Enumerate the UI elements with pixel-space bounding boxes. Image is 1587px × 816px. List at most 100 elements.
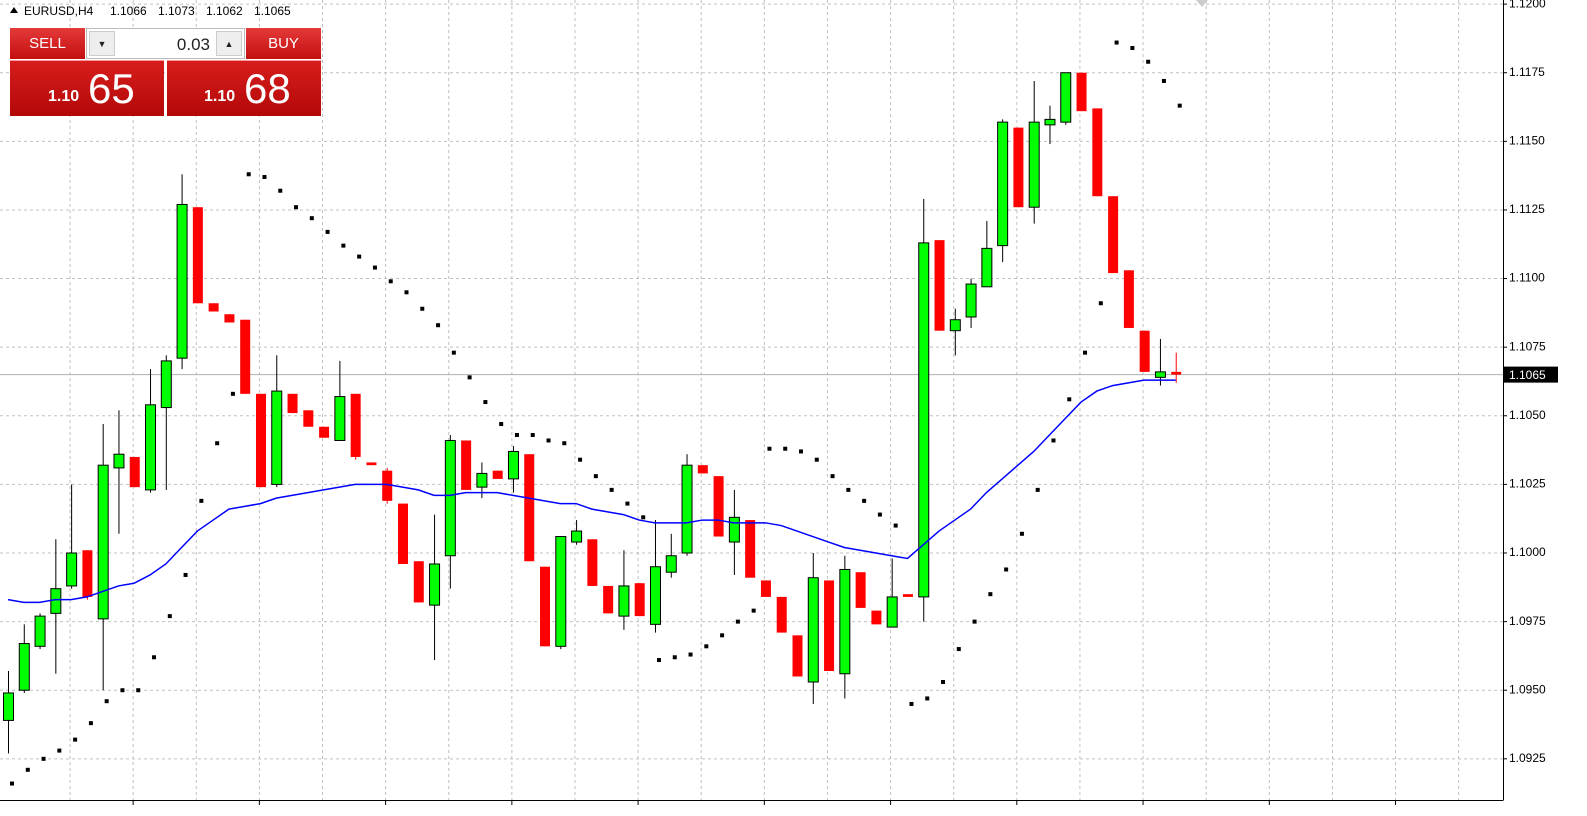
sar-dot bbox=[25, 767, 30, 772]
candle-body bbox=[760, 580, 771, 597]
sar-dot bbox=[893, 523, 898, 528]
y-tick-label: 1.0925 bbox=[1509, 751, 1546, 765]
sar-dot bbox=[436, 323, 441, 328]
candle-body bbox=[649, 566, 661, 625]
candle-body bbox=[192, 207, 203, 304]
last-price-label: 1.1065 bbox=[1509, 368, 1546, 382]
sar-dot bbox=[73, 737, 78, 742]
sar-dot bbox=[136, 688, 141, 693]
y-tick-label: 1.1025 bbox=[1509, 477, 1546, 491]
lot-box[interactable]: ▼ 0.03 ▲ bbox=[86, 28, 245, 59]
candle-body bbox=[618, 585, 630, 617]
sar-dot bbox=[1161, 78, 1166, 83]
lot-down[interactable]: ▼ bbox=[89, 31, 115, 56]
sar-dot bbox=[1019, 531, 1024, 536]
sar-dot bbox=[877, 512, 882, 517]
sar-dot bbox=[294, 205, 299, 210]
sar-dot bbox=[325, 229, 330, 234]
y-tick-label: 1.1050 bbox=[1509, 408, 1546, 422]
candle-body bbox=[129, 456, 140, 488]
sar-dot bbox=[593, 474, 598, 479]
sar-dot bbox=[309, 216, 314, 221]
candle-body bbox=[429, 563, 441, 606]
sar-dot bbox=[751, 608, 756, 613]
candle-body bbox=[981, 247, 993, 288]
sar-dot bbox=[514, 432, 519, 437]
candle-body bbox=[18, 643, 30, 691]
candle-body bbox=[697, 465, 708, 474]
sar-dot bbox=[656, 658, 661, 663]
symbol-title: EURUSD,H4 bbox=[24, 4, 94, 18]
candle-body bbox=[271, 390, 283, 485]
sar-dot bbox=[814, 457, 819, 462]
candle-body bbox=[934, 240, 945, 331]
candle-body bbox=[839, 568, 851, 675]
sar-dot bbox=[341, 243, 346, 248]
candle-body bbox=[319, 426, 330, 438]
ask-box[interactable]: 1.10 68 bbox=[167, 60, 321, 116]
candle-body bbox=[176, 203, 188, 359]
y-tick-label: 1.1125 bbox=[1509, 202, 1545, 216]
candle-body bbox=[886, 596, 898, 628]
sar-dot bbox=[246, 172, 251, 177]
sar-dot bbox=[956, 647, 961, 652]
candle-body bbox=[1060, 72, 1072, 123]
header-value: 1.1062 bbox=[206, 4, 243, 18]
sell-button[interactable]: SELL bbox=[10, 28, 85, 59]
sar-dot bbox=[909, 701, 914, 706]
candle-body bbox=[555, 536, 567, 647]
candle-body bbox=[792, 635, 803, 677]
collapse-icon[interactable] bbox=[10, 7, 18, 13]
sar-dot bbox=[388, 279, 393, 284]
sar-dot bbox=[183, 572, 188, 577]
sar-dot bbox=[357, 254, 362, 259]
candle-body bbox=[50, 588, 62, 614]
sar-dot bbox=[88, 721, 93, 726]
candle-body bbox=[3, 692, 14, 721]
buy-button[interactable]: BUY bbox=[246, 28, 321, 59]
candle-body bbox=[681, 464, 693, 554]
sar-dot bbox=[1035, 487, 1040, 492]
candle-body bbox=[97, 464, 109, 620]
sar-dot bbox=[10, 781, 14, 786]
sar-dot bbox=[372, 265, 377, 270]
plot bbox=[0, 40, 1503, 786]
lot-up[interactable]: ▲ bbox=[216, 31, 242, 56]
candle-body bbox=[145, 404, 157, 491]
candle-body bbox=[240, 319, 251, 394]
sar-dot bbox=[1177, 103, 1182, 108]
sar-dot bbox=[988, 592, 993, 597]
y-tick-label: 1.1200 bbox=[1509, 0, 1546, 10]
sar-dot bbox=[1098, 301, 1103, 306]
candle-body bbox=[1171, 371, 1182, 375]
candle-body bbox=[334, 396, 346, 441]
sar-dot bbox=[641, 515, 646, 520]
lot-value[interactable]: 0.03 bbox=[176, 35, 210, 54]
sar-dot bbox=[830, 474, 835, 479]
candle-body bbox=[634, 583, 645, 617]
candle-body bbox=[665, 555, 677, 573]
candle-body bbox=[713, 476, 724, 537]
bid-box[interactable]: 1.10 65 bbox=[10, 60, 164, 116]
candle-body bbox=[587, 539, 598, 586]
candle-body bbox=[382, 470, 393, 501]
sar-dot bbox=[767, 446, 772, 451]
candle-body bbox=[461, 440, 472, 490]
candle-body bbox=[540, 566, 551, 647]
candle-body bbox=[855, 572, 866, 608]
candle-body bbox=[113, 453, 125, 469]
candle-body bbox=[476, 472, 488, 488]
candle-body bbox=[524, 454, 535, 562]
candle-body bbox=[603, 585, 614, 614]
shift-marker[interactable] bbox=[1196, 0, 1208, 7]
sar-dot bbox=[1130, 46, 1135, 51]
candle-body bbox=[824, 580, 835, 672]
candle-body bbox=[807, 577, 819, 683]
bid-prefix: 1.10 bbox=[48, 88, 80, 105]
sar-dot bbox=[972, 619, 977, 624]
candle-body bbox=[728, 516, 740, 543]
sar-dot bbox=[1067, 397, 1072, 402]
sar-dot bbox=[1051, 438, 1056, 443]
sar-dot bbox=[530, 432, 535, 437]
